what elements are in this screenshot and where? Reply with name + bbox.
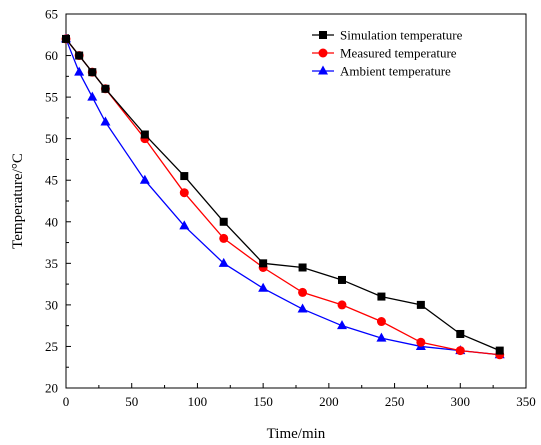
y-tick-label: 35: [45, 256, 58, 271]
series-1-point: [376, 317, 386, 327]
series-0-point: [88, 68, 97, 77]
series-2-point: [218, 257, 229, 267]
series-0-point: [456, 329, 465, 338]
x-axis-ticks: 0 50 100 150 200 250 300 350: [63, 383, 536, 409]
series-2-point: [139, 174, 150, 184]
series-2-point: [100, 116, 111, 126]
x-tick-label: 150: [253, 394, 273, 409]
series-1-point: [219, 233, 229, 243]
series-1-point: [455, 346, 465, 356]
series-1-point: [179, 188, 189, 198]
series-2-point: [337, 320, 347, 330]
series-2-point: [376, 332, 387, 342]
series-2-line: [65, 38, 500, 356]
series-1: [61, 34, 505, 360]
series-2-point: [258, 282, 269, 292]
series-2-point: [87, 91, 98, 101]
series-0-point: [140, 130, 149, 139]
x-tick-label: 250: [385, 394, 405, 409]
x-tick-label: 200: [319, 394, 339, 409]
series-2-point: [74, 66, 85, 76]
y-tick-label: 20: [45, 381, 58, 396]
series-0-point: [338, 275, 346, 284]
series-0-point: [377, 292, 386, 301]
legend-label-0: Simulation temperature: [340, 28, 463, 43]
y-tick-label: 40: [45, 214, 58, 229]
series-1-point: [298, 287, 308, 297]
y-tick-label: 30: [45, 297, 58, 312]
x-tick-label: 0: [63, 394, 70, 409]
x-tick-label: 100: [188, 394, 208, 409]
series-0-point: [259, 259, 268, 268]
y-tick-label: 65: [45, 7, 58, 22]
series-0-point: [495, 346, 504, 355]
legend-label-1: Measured temperature: [340, 46, 457, 61]
series-0-point: [75, 51, 84, 60]
series-0-line: [65, 38, 500, 352]
y-tick-label: 25: [45, 339, 58, 354]
y-tick-label: 60: [45, 48, 58, 63]
series-2: [61, 33, 505, 359]
y-tick-label: 45: [45, 173, 58, 188]
legend: Simulation temperature Measured temperatu…: [312, 28, 463, 79]
series-0-point: [101, 84, 110, 93]
series-layer: [61, 33, 505, 360]
series-2-point: [179, 220, 190, 230]
series-2-point: [297, 303, 308, 313]
series-1-line: [65, 38, 500, 356]
x-axis-title: Time/min: [267, 426, 326, 442]
series-0-point: [298, 263, 307, 272]
x-tick-label: 350: [516, 394, 536, 409]
y-tick-label: 50: [45, 131, 58, 146]
series-legend-1-point: [318, 48, 328, 58]
series-1-point: [337, 300, 347, 310]
x-tick-label: 300: [451, 394, 471, 409]
series-0-point: [219, 217, 228, 226]
series-0-point: [416, 300, 425, 309]
y-axis-ticks: 20 25 30 35 40 45 50 55 60 65: [45, 7, 71, 396]
series-0-point: [180, 172, 189, 181]
series-0: [62, 34, 504, 355]
series-legend-0-point: [319, 31, 327, 39]
y-axis-title: Temperature/°C: [10, 153, 26, 249]
series-legend-2-point: [318, 65, 328, 75]
x-tick-label: 50: [125, 394, 138, 409]
y-tick-label: 55: [45, 90, 58, 105]
legend-label-2: Ambient temperature: [340, 64, 451, 79]
series-0-point: [62, 34, 70, 43]
series-1-point: [416, 337, 426, 347]
